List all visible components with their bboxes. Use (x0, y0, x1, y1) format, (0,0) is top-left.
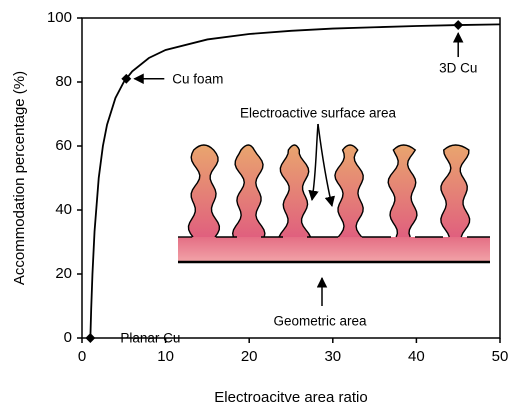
pillar-edge (187, 144, 221, 238)
y-tick-label: 60 (55, 137, 72, 154)
arrow (308, 123, 319, 202)
pillar (387, 145, 419, 237)
illustration (178, 144, 490, 264)
x-axis-label: Electroacitve area ratio (214, 389, 367, 406)
pillar-edge (334, 144, 364, 238)
x-tick-label: 0 (78, 348, 86, 365)
pillar-edge (440, 144, 471, 238)
point-label: Planar Cu (120, 331, 180, 346)
pillar (439, 145, 471, 237)
curve (89, 23, 501, 339)
point (453, 20, 464, 30)
y-tick-label: 80 (55, 73, 72, 90)
point-label: Cu foam (172, 71, 223, 86)
plot-frame (81, 17, 501, 339)
pillar (278, 145, 311, 237)
y-tick-label: 100 (47, 9, 72, 26)
y-tick-label: 0 (64, 329, 72, 346)
x-tick-label: 50 (492, 348, 509, 365)
pillar-edge (278, 144, 312, 238)
annotation: Geometric area (273, 314, 367, 329)
x-tick-label: 30 (324, 348, 341, 365)
y-tick-label: 20 (55, 265, 72, 282)
pillar-edge (387, 144, 418, 238)
y-tick-label: 40 (55, 201, 72, 218)
x-tick-label: 40 (408, 348, 425, 365)
point (85, 333, 96, 343)
annotation: Electroactive surface area (240, 106, 397, 121)
pillar-edge (231, 144, 266, 238)
pillar (334, 145, 366, 237)
arrow (317, 123, 335, 208)
point (121, 73, 132, 84)
x-tick-label: 10 (157, 348, 174, 365)
base (178, 237, 490, 262)
y-axis-label: Accommodation percentage (%) (11, 71, 28, 285)
pillar (232, 145, 265, 237)
point-label: 3D Cu (439, 61, 477, 76)
x-tick-label: 20 (241, 348, 258, 365)
